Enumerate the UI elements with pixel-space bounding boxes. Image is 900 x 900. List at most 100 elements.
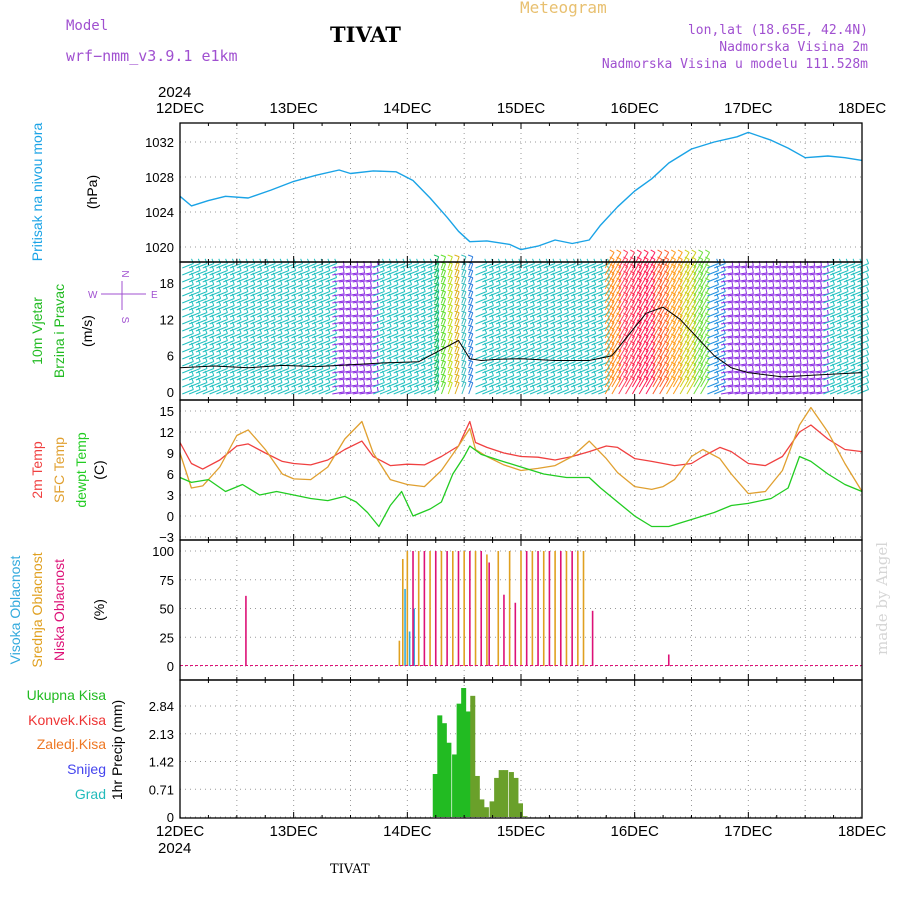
wind-barb-1394: [427, 354, 440, 360]
wind-barb-flag-2357: [609, 249, 615, 253]
wind-barb-flag-3267: [772, 386, 775, 393]
wind-barb-1338: [420, 291, 433, 297]
wind-barb-3384: [789, 272, 802, 276]
wind-barb-2478: [625, 280, 636, 297]
wind-barb-2912: [700, 336, 711, 353]
wind-barb-flag-2909: [705, 319, 710, 323]
wind-barb-942: [345, 370, 358, 374]
wind-barb-flag-803: [334, 272, 338, 278]
wind-barb-flag-3061: [738, 330, 741, 337]
wind-barb-2492: [625, 329, 636, 346]
wind-barb-1110: [379, 291, 392, 297]
wind-barb-3002: [720, 265, 733, 269]
wind-barb-3324: [775, 328, 788, 332]
wind-barb-420: [257, 270, 269, 276]
wind-barb-778: [318, 326, 330, 332]
wind-barb-2934: [707, 291, 719, 297]
wind-barb-296: [229, 368, 242, 374]
wind-barb-flag-3371: [792, 351, 795, 358]
wind-barb-flag-3541: [826, 281, 829, 288]
wind-barb-1432: [434, 347, 440, 360]
wind-barb-1310: [413, 326, 426, 332]
wind-barb-flag-3285: [779, 316, 782, 323]
wind-barb-flag-821: [334, 335, 338, 341]
wind-barb-flag-2585: [650, 249, 656, 253]
wind-barb-934: [345, 342, 358, 346]
wind-barb-3486: [802, 363, 815, 367]
wind-barb-flag-3379: [792, 379, 795, 386]
wind-barb-2574: [638, 350, 649, 367]
wind-barb-flag-3333: [786, 351, 788, 358]
wind-barb-flag-1587: [461, 352, 467, 356]
wind-barb-2608: [645, 336, 656, 353]
wind-barb-3272: [768, 279, 781, 283]
wind-barb-1628: [468, 368, 474, 381]
wind-barb-1756: [495, 291, 508, 297]
wind-barb-2578: [638, 364, 649, 381]
wind-barb-flag-3059: [738, 323, 741, 330]
wind-barb-1954: [529, 319, 542, 325]
wind-barb-3398: [789, 321, 802, 325]
wind-barb-2582: [638, 378, 649, 395]
wind-barb-flag-3545: [826, 295, 829, 302]
wind-barb-flag-1039: [376, 302, 379, 309]
wind-barb-flag-3159: [758, 274, 761, 281]
wind-barb-270: [229, 277, 242, 283]
wind-barb-3780: [857, 326, 869, 332]
wind-barb-426: [257, 291, 269, 297]
wind-barb-flag-975: [363, 344, 366, 351]
wind-barb-2436: [618, 266, 629, 283]
wind-barb-flag-3563: [826, 358, 829, 365]
wind-barb-3586: [823, 312, 835, 318]
wind-barb-flag-1513: [447, 359, 453, 363]
wind-barb-flag-2997: [723, 370, 726, 376]
wind-barb-1844: [509, 333, 521, 339]
wind-barb-2534: [631, 343, 642, 360]
wind-barb-flag-3143: [751, 351, 754, 358]
wind-barb-flag-3389: [799, 281, 802, 288]
wind-barb-2648: [652, 343, 663, 360]
wind-barb-2722: [666, 336, 676, 353]
lonlat-label: lon,lat (18.65E, 42.4N): [687, 23, 868, 38]
wind-barb-2286: [591, 284, 603, 290]
wind-barb-666: [298, 333, 310, 339]
wind-barb-3520: [809, 349, 822, 353]
wind-barb-2216: [577, 305, 590, 311]
wind-barb-2004: [536, 361, 549, 367]
wind-barb-flag-3197: [765, 274, 768, 281]
wind-barb-654: [298, 291, 310, 297]
wind-barb-flag-1511: [447, 352, 453, 356]
wind-barb-2734: [666, 378, 676, 395]
precip-legend-5: Grad: [75, 786, 106, 802]
wind-barb-734: [311, 305, 324, 311]
wind-barb-flag-1023: [370, 379, 372, 386]
wind-barb-84: [195, 291, 208, 297]
wind-barb-2198: [570, 375, 583, 381]
wind-barb-710: [304, 354, 317, 360]
wind-barb-flag-3487: [813, 358, 816, 365]
wind-barb-2450: [618, 315, 629, 332]
wind-barb-1638: [475, 277, 487, 283]
wind-barb-2378: [604, 329, 615, 346]
wind-barb-670: [298, 347, 310, 353]
wind-barb-46: [188, 291, 201, 297]
wind-barb-562: [277, 368, 290, 374]
wind-barb-822: [325, 347, 337, 353]
wind-barb-714: [304, 368, 317, 374]
wind-barb-flag-3347: [792, 267, 795, 274]
wind-barb-3190: [748, 391, 761, 395]
wind-barb-2990: [714, 354, 726, 360]
wind-barb-3118: [741, 272, 754, 276]
wind-barb-256: [223, 361, 235, 367]
y-tick-wind: 6: [167, 349, 174, 364]
station-title: TIVAT: [330, 22, 401, 47]
wind-barb-flag-2699: [670, 249, 676, 253]
wind-barb-1548: [454, 354, 460, 367]
wind-barb-2038: [543, 347, 556, 353]
wind-barb-752: [311, 368, 324, 374]
wind-barb-1940: [529, 270, 542, 276]
wind-barb-flag-1: [191, 258, 194, 264]
wind-barb-158: [209, 284, 221, 290]
wind-barb-548: [277, 319, 290, 325]
wind-barb-54: [188, 319, 201, 325]
